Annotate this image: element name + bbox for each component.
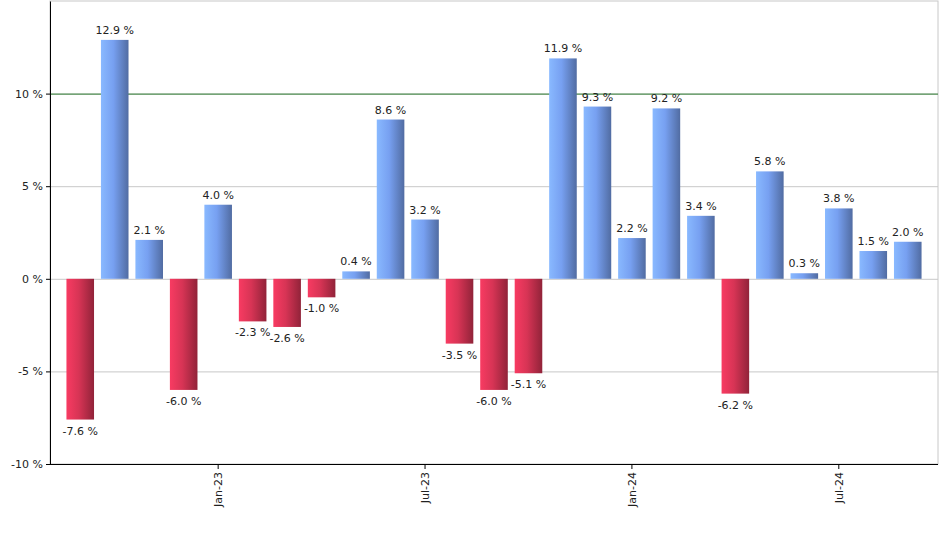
data-label: -7.6 % <box>63 425 98 438</box>
y-tick: 0 % <box>22 273 50 286</box>
bars <box>66 40 921 420</box>
y-tick-label: -10 % <box>11 458 43 471</box>
x-tick: Jul-24 <box>833 464 846 504</box>
target-line <box>50 94 938 95</box>
y-tick-mark <box>46 279 50 280</box>
x-tick-mark <box>631 464 632 469</box>
bar <box>170 279 198 390</box>
data-label: 3.4 % <box>685 200 716 213</box>
y-tick-mark <box>46 464 50 465</box>
x-tick-mark <box>425 464 426 469</box>
data-label: -2.3 % <box>235 326 270 339</box>
y-tick: -10 % <box>11 458 50 471</box>
x-tick: Jul-23 <box>419 464 432 504</box>
bar <box>480 279 508 390</box>
bar <box>101 40 129 279</box>
bar <box>411 220 439 279</box>
y-tick-label: 0 % <box>22 273 43 286</box>
data-label: 2.1 % <box>133 224 164 237</box>
data-labels: -7.6 % 12.9 % 2.1 % -6.0 % 4.0 % -2.3 %-2.6 %… <box>63 24 924 438</box>
data-label: -6.0 % <box>166 395 201 408</box>
x-tick: Jan-23 <box>212 464 225 508</box>
grid-line <box>50 186 938 187</box>
y-tick: 5 % <box>22 180 50 193</box>
grid-line <box>50 94 938 95</box>
chart: -7.6 % 12.9 % 2.1 % -6.0 % 4.0 % -2.3 %-2.6 %… <box>0 0 940 550</box>
bar <box>273 279 301 327</box>
x-tick-label: Jul-24 <box>833 472 846 504</box>
y-tick: -5 % <box>18 365 50 378</box>
x-axis: Jan-23 Jul-23 Jan-24 Jul-24 <box>50 464 938 508</box>
y-tick-label: -5 % <box>18 365 43 378</box>
y-tick-mark <box>46 94 50 95</box>
bar <box>239 279 267 322</box>
bar <box>515 279 543 373</box>
bar <box>135 240 163 279</box>
y-axis: -10 % -5 % 0 % 5 % 10 % <box>11 2 50 472</box>
data-label: 5.8 % <box>754 155 785 168</box>
bar <box>859 251 887 279</box>
data-label: -2.6 % <box>269 332 304 345</box>
plot-frame <box>50 1 938 464</box>
x-tick-label: Jul-23 <box>419 472 432 504</box>
bar <box>342 271 370 278</box>
data-label: 12.9 % <box>95 24 133 37</box>
data-label: 2.2 % <box>616 222 647 235</box>
data-label: 0.3 % <box>789 257 820 270</box>
x-tick-mark <box>218 464 219 469</box>
y-tick-label: 10 % <box>15 88 43 101</box>
y-tick: 10 % <box>15 88 50 101</box>
bar <box>653 108 681 278</box>
bar <box>584 107 612 279</box>
y-axis-line <box>50 2 51 465</box>
bar <box>204 205 232 279</box>
data-label: 2.0 % <box>892 226 923 239</box>
bar <box>756 171 784 278</box>
bar <box>687 216 715 279</box>
data-label: -5.1 % <box>511 378 546 391</box>
bar <box>825 208 853 278</box>
data-label: 0.4 % <box>340 255 371 268</box>
grid-line <box>50 464 938 465</box>
bar <box>791 273 819 279</box>
x-axis-line <box>50 464 938 465</box>
x-tick: Jan-24 <box>626 464 639 508</box>
data-label: 3.8 % <box>823 192 854 205</box>
data-label: -3.5 % <box>442 349 477 362</box>
grid <box>50 94 938 464</box>
bar <box>377 120 405 279</box>
y-tick-mark <box>46 186 50 187</box>
bar <box>722 279 750 394</box>
y-tick-mark <box>46 371 50 372</box>
y-tick-label: 5 % <box>22 180 43 193</box>
data-label: -1.0 % <box>304 302 339 315</box>
data-label: 9.2 % <box>651 92 682 105</box>
data-label: 3.2 % <box>409 204 440 217</box>
x-tick-mark <box>838 464 839 469</box>
data-label: 4.0 % <box>202 189 233 202</box>
data-label: -6.0 % <box>476 395 511 408</box>
x-tick-label: Jan-23 <box>212 472 225 508</box>
data-label: -6.2 % <box>718 399 753 412</box>
data-label: 8.6 % <box>375 104 406 117</box>
bar <box>618 238 646 279</box>
data-label: 11.9 % <box>544 42 582 55</box>
data-label: 1.5 % <box>858 235 889 248</box>
bar <box>308 279 336 298</box>
bar <box>446 279 474 344</box>
data-label: 9.3 % <box>582 91 613 104</box>
bar <box>894 242 922 279</box>
x-tick-label: Jan-24 <box>626 472 639 508</box>
bar <box>66 279 94 420</box>
bar <box>549 58 577 278</box>
